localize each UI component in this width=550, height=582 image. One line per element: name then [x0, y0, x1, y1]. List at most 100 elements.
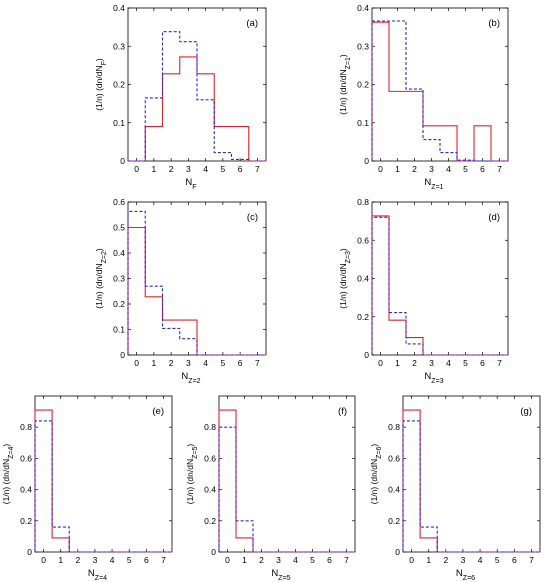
y-tick-label: 0.1: [357, 118, 369, 128]
x-tick-label: 6: [238, 358, 243, 368]
x-tick-label: 3: [186, 358, 191, 368]
x-tick-label: 0: [409, 555, 414, 565]
y-tick-label: 0.4: [357, 274, 369, 284]
panel-a: 0 1 2 3 4 5 6 7 0 0.1 0.2 0.3 0.4 (a) NF (1/n) (dn/dNF): [94, 3, 267, 191]
panel-label: (f): [338, 406, 347, 417]
x-tick-label: 7: [255, 358, 260, 368]
y-axis-label: (1/n) (dn/dNZ=4): [1, 444, 15, 505]
x-tick-label: 5: [310, 555, 315, 565]
y-tick-label: 0: [395, 547, 400, 557]
y-tick-label: 0.4: [357, 3, 369, 13]
y-tick-label: 0.2: [357, 312, 369, 322]
y-tick-label: 0.3: [113, 41, 125, 51]
y-tick-label: 0: [364, 350, 369, 360]
x-tick-label: 2: [259, 555, 264, 565]
series-line-dashed: [402, 420, 540, 553]
y-tick-label: 0.6: [357, 235, 369, 245]
y-tick-label: 0.4: [20, 485, 32, 495]
x-tick-label: 4: [293, 555, 298, 565]
x-tick-label: 3: [461, 555, 466, 565]
y-tick-label: 0.8: [388, 422, 400, 432]
series-line-dashed: [371, 20, 508, 162]
x-tick-label: 7: [497, 358, 502, 368]
x-tick-label: 7: [344, 555, 349, 565]
x-tick-label: 4: [110, 555, 115, 565]
x-axis-label: NZ=2: [181, 371, 200, 385]
x-tick-label: 2: [412, 164, 417, 174]
series-line-solid: [218, 409, 355, 553]
x-tick-label: 2: [412, 358, 417, 368]
x-tick-label: 1: [395, 164, 400, 174]
series-line-solid: [371, 21, 508, 162]
x-tick-label: 5: [221, 358, 226, 368]
panel-label: (g): [520, 406, 532, 417]
series-line-dashed: [218, 426, 355, 553]
series-line-solid: [371, 215, 508, 356]
y-tick-label: 0: [120, 350, 125, 360]
y-tick-label: 0.8: [20, 422, 32, 432]
x-axis-label: NZ=1: [424, 177, 443, 191]
y-tick-label: 0.2: [20, 516, 32, 526]
x-tick-label: 3: [276, 555, 281, 565]
panel-label: (e): [152, 406, 164, 417]
x-tick-label: 6: [480, 164, 485, 174]
y-tick-label: 0.4: [204, 485, 216, 495]
x-tick-label: 4: [446, 164, 451, 174]
x-tick-label: 1: [395, 358, 400, 368]
panel-f: 0 1 2 3 4 5 6 7 0 0.2 0.4 0.6 0.8 (f) NZ=5 (1/n) (dn/dN…: [185, 395, 356, 582]
y-tick-label: 0.5: [113, 223, 125, 233]
x-tick-label: 6: [327, 555, 332, 565]
panel-label: (d): [488, 212, 500, 223]
y-tick-label: 0.3: [113, 274, 125, 284]
x-tick-label: 7: [255, 164, 260, 174]
y-tick-label: 0.2: [113, 80, 125, 90]
y-axis-label: (1/n) (dn/dNZ=5): [185, 444, 199, 505]
x-tick-label: 7: [161, 555, 166, 565]
y-axis-label: (1/n) (dn/dNZ=6): [369, 444, 383, 505]
series-line-solid: [34, 409, 172, 553]
series-line-dashed: [127, 210, 266, 356]
x-tick-label: 6: [238, 164, 243, 174]
y-axis-label: (1/n) (dn/dNZ=3): [338, 248, 352, 309]
x-tick-label: 1: [242, 555, 247, 565]
x-tick-label: 4: [446, 358, 451, 368]
y-tick-label: 0.4: [388, 485, 400, 495]
x-tick-label: 6: [480, 358, 485, 368]
x-axis-label: NZ=6: [456, 568, 475, 582]
x-tick-label: 0: [41, 555, 46, 565]
x-tick-label: 1: [426, 555, 431, 565]
y-tick-label: 0: [27, 547, 32, 557]
y-tick-label: 0: [364, 156, 369, 166]
x-tick-label: 4: [203, 164, 208, 174]
y-axis-label: (1/n) (dn/dNF): [94, 58, 108, 111]
y-tick-label: 0.2: [357, 80, 369, 90]
y-tick-label: 0.2: [204, 516, 216, 526]
y-tick-label: 0.2: [113, 299, 125, 309]
x-axis-label: NF: [185, 177, 196, 191]
x-axis-label: NZ=5: [271, 568, 290, 582]
panel-e: 0 1 2 3 4 5 6 7 0 0.2 0.4 0.6 0.8 (e) NZ=4 (1/n) (dn/dN…: [1, 395, 173, 582]
panel-c: 0 1 2 3 4 5 6 7 0 0.1 0.2 0.3 0.4 0.5 0.6 (c) NZ=2 (1/n) …: [94, 197, 267, 385]
x-tick-label: 3: [186, 164, 191, 174]
x-tick-label: 5: [463, 358, 468, 368]
x-tick-label: 4: [478, 555, 483, 565]
plot-frame: [371, 201, 509, 356]
x-axis-label: NZ=4: [88, 568, 107, 582]
x-tick-label: 2: [169, 358, 174, 368]
y-tick-label: 0.1: [113, 325, 125, 335]
series-line-dashed: [34, 420, 172, 553]
y-tick-label: 0.4: [113, 248, 125, 258]
plot-frame: [402, 395, 541, 553]
x-tick-label: 5: [495, 555, 500, 565]
y-tick-label: 0.6: [20, 453, 32, 463]
x-tick-label: 2: [443, 555, 448, 565]
x-tick-label: 5: [127, 555, 132, 565]
y-tick-label: 0.6: [113, 197, 125, 207]
x-tick-label: 0: [378, 358, 383, 368]
panel-b: 0 1 2 3 4 5 6 7 0 0.1 0.2 0.3 0.4 (b) NZ=1 (1/n) (dn/dN…: [338, 3, 509, 191]
x-tick-label: 2: [169, 164, 174, 174]
series-line-solid: [128, 56, 266, 162]
panel-label: (b): [488, 18, 500, 29]
y-tick-label: 0.4: [113, 3, 125, 13]
x-tick-label: 6: [144, 555, 149, 565]
